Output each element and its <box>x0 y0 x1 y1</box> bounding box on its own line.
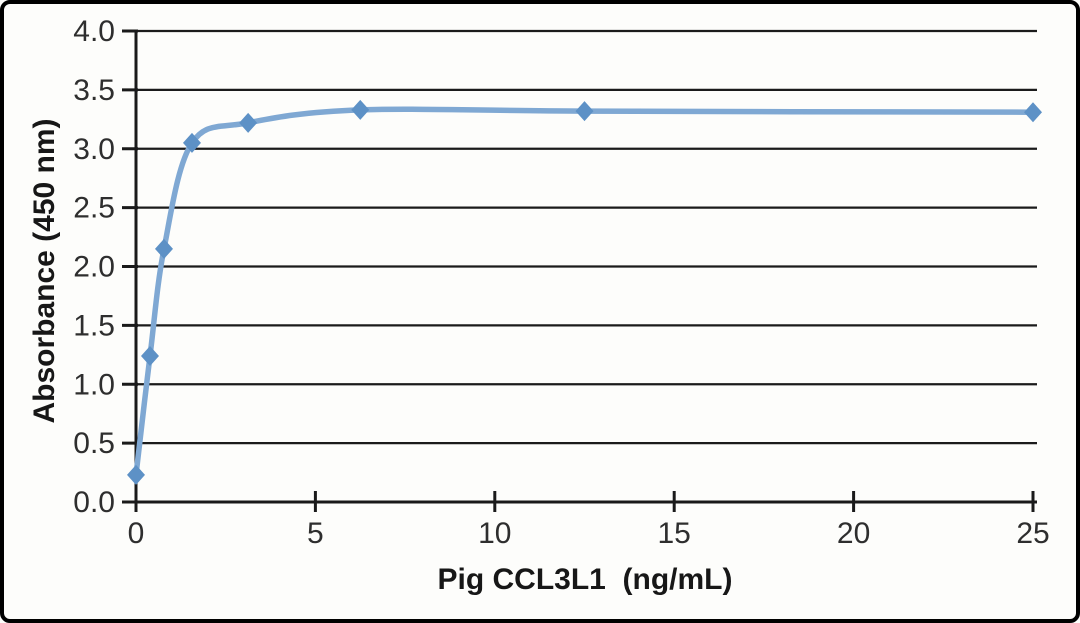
x-axis-title: Pig CCL3L1 (ng/mL) <box>438 563 733 596</box>
data-point-marker <box>140 345 159 366</box>
y-tick-label: 0.5 <box>73 427 115 460</box>
tick-labels: 0 5 10 15 20 25 0.0 0.5 1.0 1.5 2.0 2.5 3.0 3.5 4.0 <box>73 15 1049 550</box>
data-point-marker <box>239 112 258 133</box>
y-tick-label: 2.0 <box>73 251 115 284</box>
x-tick-label: 0 <box>128 517 145 550</box>
axis-ticks <box>122 29 1035 512</box>
x-tick-label: 15 <box>658 517 691 550</box>
data-point-marker <box>351 99 370 120</box>
y-tick-label: 0.0 <box>73 486 115 519</box>
gridlines <box>136 29 1037 445</box>
data-point-marker <box>154 238 173 259</box>
data-point-marker <box>1024 102 1042 123</box>
y-tick-label: 4.0 <box>73 15 115 48</box>
y-tick-label: 1.0 <box>73 368 115 401</box>
x-tick-label: 10 <box>478 517 511 550</box>
data-point-marker <box>127 464 145 485</box>
y-tick-label: 3.0 <box>73 133 115 166</box>
y-axis-title: Absorbance (450 nm) <box>28 118 61 423</box>
x-tick-label: 5 <box>307 517 324 550</box>
data-series <box>127 99 1042 485</box>
data-point-marker <box>575 101 594 122</box>
x-tick-label: 25 <box>1016 517 1049 550</box>
y-tick-label: 2.5 <box>73 192 115 225</box>
x-tick-label: 20 <box>837 517 870 550</box>
y-tick-label: 3.5 <box>73 74 115 107</box>
y-tick-label: 1.5 <box>73 309 115 342</box>
data-point-marker <box>182 132 201 153</box>
series-line <box>133 106 1036 478</box>
